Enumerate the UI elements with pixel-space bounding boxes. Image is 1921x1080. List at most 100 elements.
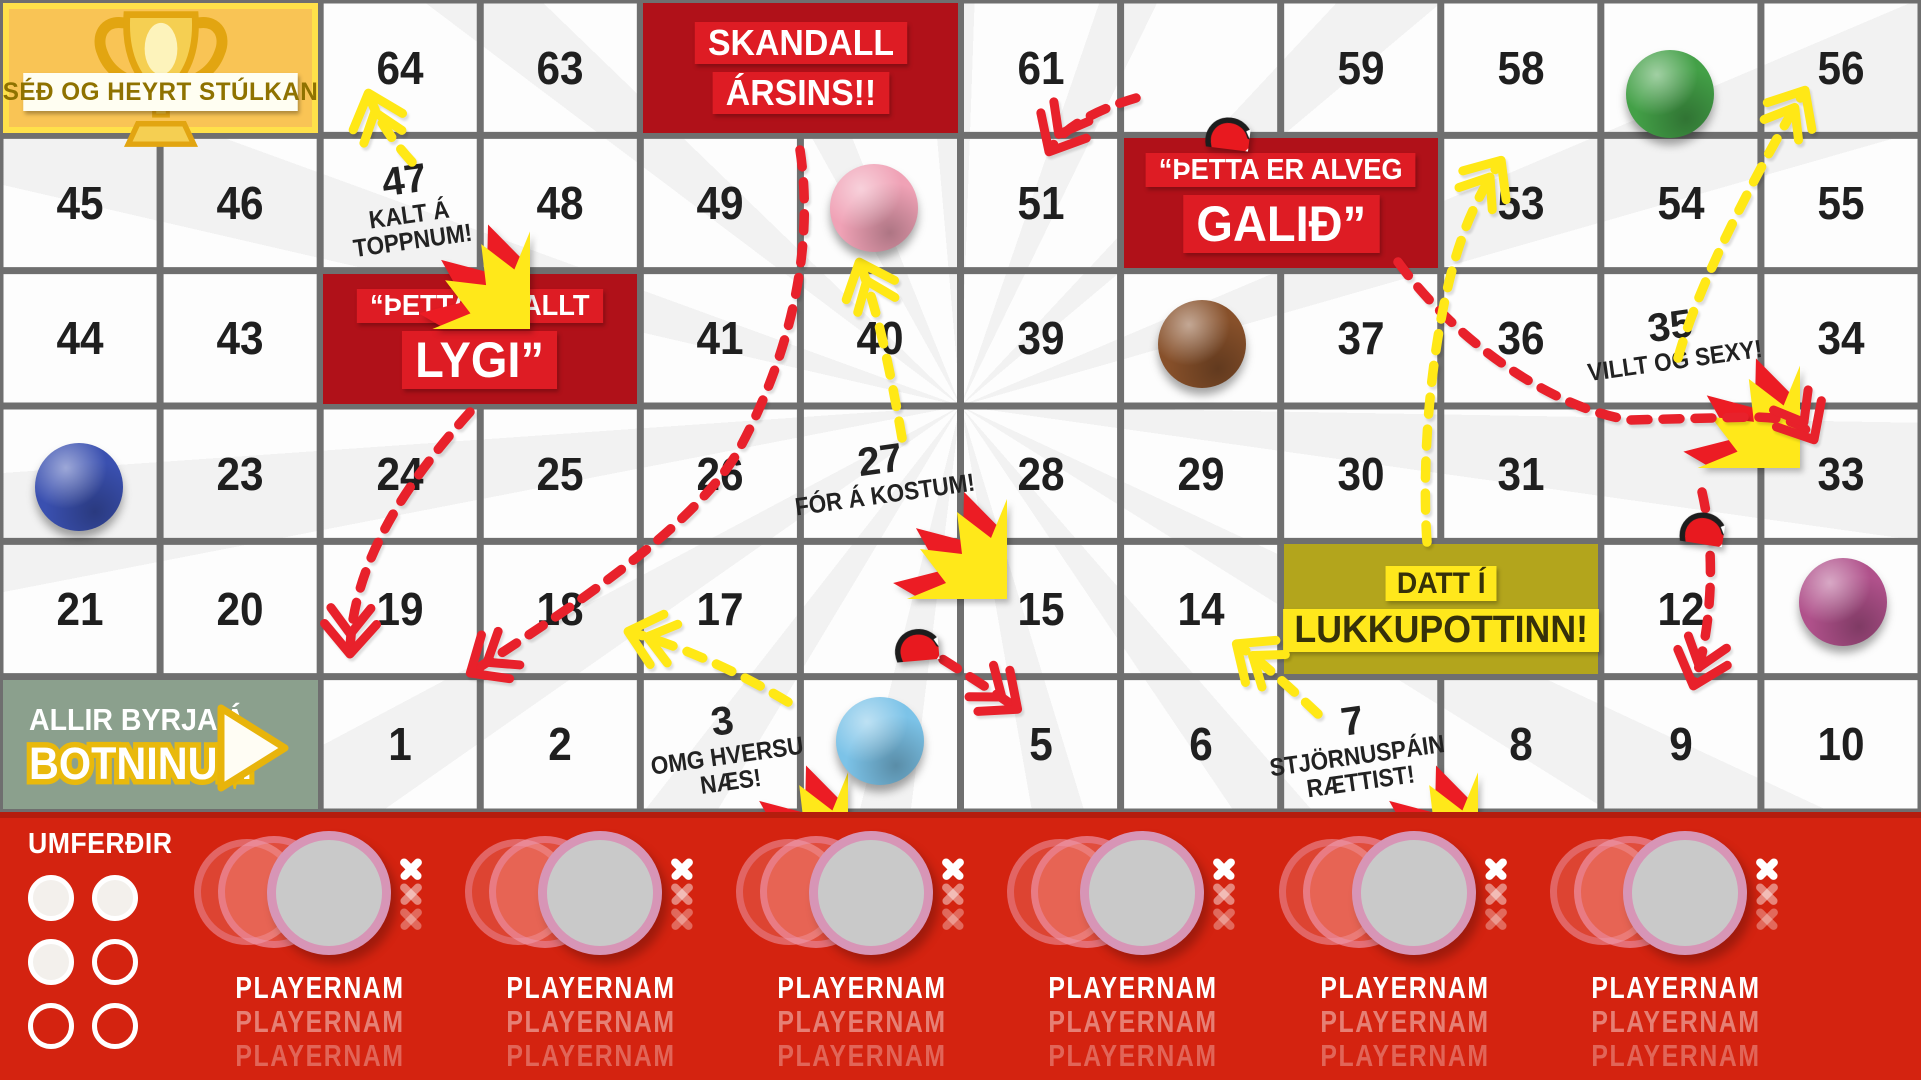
finish-badge-label: SÉÐ OG HEYRT STÚLKAN: [3, 73, 318, 111]
finish-cell-magazine-badge: SÉÐ OG HEYRT STÚLKAN: [3, 3, 318, 147]
player-token[interactable]: [1623, 831, 1747, 955]
game-piece-cell-11[interactable]: [1799, 558, 1887, 646]
cell-21: 21: [56, 582, 104, 635]
strike-icon[interactable]: [1754, 881, 1780, 907]
cell-55: 55: [1817, 176, 1865, 229]
strike-icon[interactable]: [398, 906, 424, 932]
player-name: PLAYERNAM: [1591, 1004, 1761, 1039]
rounds-tracker: UMFERÐIR: [28, 828, 185, 1049]
quote-line: SKANDALL: [694, 21, 907, 64]
cell-37: 37: [1337, 312, 1385, 365]
game-piece-cell-22[interactable]: [35, 443, 123, 531]
game-piece-cell-57[interactable]: [1626, 50, 1714, 138]
cell-28: 28: [1017, 447, 1065, 500]
strike-icon[interactable]: [1483, 856, 1509, 882]
round-indicator-5[interactable]: [28, 1003, 74, 1049]
player-name[interactable]: PLAYERNAM: [235, 970, 405, 1005]
player-token[interactable]: [1080, 831, 1204, 955]
game-board: SÉÐ OG HEYRT STÚLKAN SKANDALL ÁRSINS!! “…: [0, 0, 1921, 812]
player-name: PLAYERNAM: [1591, 1038, 1761, 1073]
cell-34: 34: [1817, 312, 1865, 365]
cell-43: 43: [216, 312, 264, 365]
cell-29: 29: [1177, 447, 1225, 500]
player-name[interactable]: PLAYERNAM: [1048, 970, 1218, 1005]
game-piece-cell-4[interactable]: [836, 697, 924, 785]
round-indicator-6[interactable]: [92, 1003, 138, 1049]
broken-heart-icon-cell-32: [1608, 417, 1739, 552]
cell-9: 9: [1669, 718, 1693, 771]
round-indicator-3[interactable]: [28, 939, 74, 985]
cell-46: 46: [216, 176, 264, 229]
strike-icon[interactable]: [669, 856, 695, 882]
player-name: PLAYERNAM: [506, 1038, 676, 1073]
ladder-arrow-27-to-50: [841, 257, 907, 443]
play-triangle-icon: [217, 704, 289, 792]
player-name: PLAYERNAM: [506, 1004, 676, 1039]
strike-icon[interactable]: [1211, 906, 1237, 932]
cell-58: 58: [1497, 41, 1545, 94]
player-name: PLAYERNAM: [1320, 1004, 1490, 1039]
player-token[interactable]: [538, 831, 662, 955]
player-slot-2: PLAYERNAM PLAYERNAM PLAYERNAM: [461, 818, 721, 1074]
strike-icon[interactable]: [940, 906, 966, 932]
player-slot-6: PLAYERNAM PLAYERNAM PLAYERNAM: [1546, 818, 1806, 1074]
player-slot-3: PLAYERNAM PLAYERNAM PLAYERNAM: [732, 818, 992, 1074]
round-indicator-4[interactable]: [92, 939, 138, 985]
strike-icon[interactable]: [940, 881, 966, 907]
game-piece-cell-38[interactable]: [1158, 300, 1246, 388]
ladder-arrow-7-to-14: [1231, 635, 1323, 719]
cell-33: 33: [1817, 447, 1865, 500]
cell-44: 44: [56, 312, 104, 365]
cell-61: 61: [1017, 41, 1065, 94]
cell-1: 1: [388, 718, 412, 771]
strike-icon[interactable]: [398, 856, 424, 882]
cell-6: 6: [1188, 718, 1213, 771]
strike-icon[interactable]: [669, 881, 695, 907]
cell-14: 14: [1177, 582, 1225, 635]
start-cell: ALLIR BYRJA Á BOTNINUM BOTNINUM: [3, 680, 318, 809]
player-token[interactable]: [1352, 831, 1476, 955]
broken-heart-icon-cell-60: [1134, 24, 1262, 156]
strike-icon[interactable]: [1754, 856, 1780, 882]
round-indicator-2[interactable]: [92, 875, 138, 921]
strike-icon[interactable]: [940, 856, 966, 882]
cell-63: 63: [536, 41, 584, 94]
cell-20: 20: [216, 582, 264, 635]
cell-10: 10: [1817, 718, 1865, 771]
player-name[interactable]: PLAYERNAM: [1591, 970, 1761, 1005]
cell-8: 8: [1509, 718, 1533, 771]
strike-icon[interactable]: [1211, 881, 1237, 907]
player-panel: UMFERÐIR PLAYERNAM PLAYERNAM PLAYERNAM PLAY…: [0, 812, 1921, 1080]
player-token[interactable]: [809, 831, 933, 955]
quote-cell-skandall: SKANDALL ÁRSINS!!: [643, 3, 958, 133]
player-name[interactable]: PLAYERNAM: [506, 970, 676, 1005]
player-name[interactable]: PLAYERNAM: [777, 970, 947, 1005]
cell-39: 39: [1017, 312, 1065, 365]
cell-45: 45: [56, 176, 104, 229]
strike-icon[interactable]: [669, 906, 695, 932]
strike-icon[interactable]: [1211, 856, 1237, 882]
cell-23: 23: [216, 447, 264, 500]
strike-icon[interactable]: [1483, 881, 1509, 907]
player-name: PLAYERNAM: [777, 1038, 947, 1073]
cell-56: 56: [1817, 41, 1865, 94]
player-slot-4: PLAYERNAM PLAYERNAM PLAYERNAM: [1003, 818, 1263, 1074]
quote-cell-galid: “ÞETTA ER ALVEG GALIÐ”: [1124, 138, 1438, 268]
game-piece-cell-50[interactable]: [830, 164, 918, 252]
player-token[interactable]: [267, 831, 391, 955]
quote-line: “ÞETTA ER ALVEG: [1145, 152, 1417, 188]
round-indicator-1[interactable]: [28, 875, 74, 921]
snake-arrow-62-to-1: [465, 145, 810, 684]
strike-icon[interactable]: [398, 881, 424, 907]
ladder-arrow-35-to-56: [1673, 85, 1817, 363]
ladder-arrow-47-to-64: [348, 88, 417, 167]
cell-25: 25: [536, 447, 584, 500]
strike-icon[interactable]: [1754, 906, 1780, 932]
cell-15: 15: [1017, 582, 1065, 635]
jackpot-line: LUKKUPOTTINN!: [1282, 608, 1600, 653]
player-name[interactable]: PLAYERNAM: [1320, 970, 1490, 1005]
ladder-arrow-13-to-58: [1420, 155, 1511, 547]
strike-icon[interactable]: [1483, 906, 1509, 932]
player-name: PLAYERNAM: [777, 1004, 947, 1039]
jackpot-cell: DATT Í LUKKUPOTTINN!: [1282, 544, 1600, 674]
